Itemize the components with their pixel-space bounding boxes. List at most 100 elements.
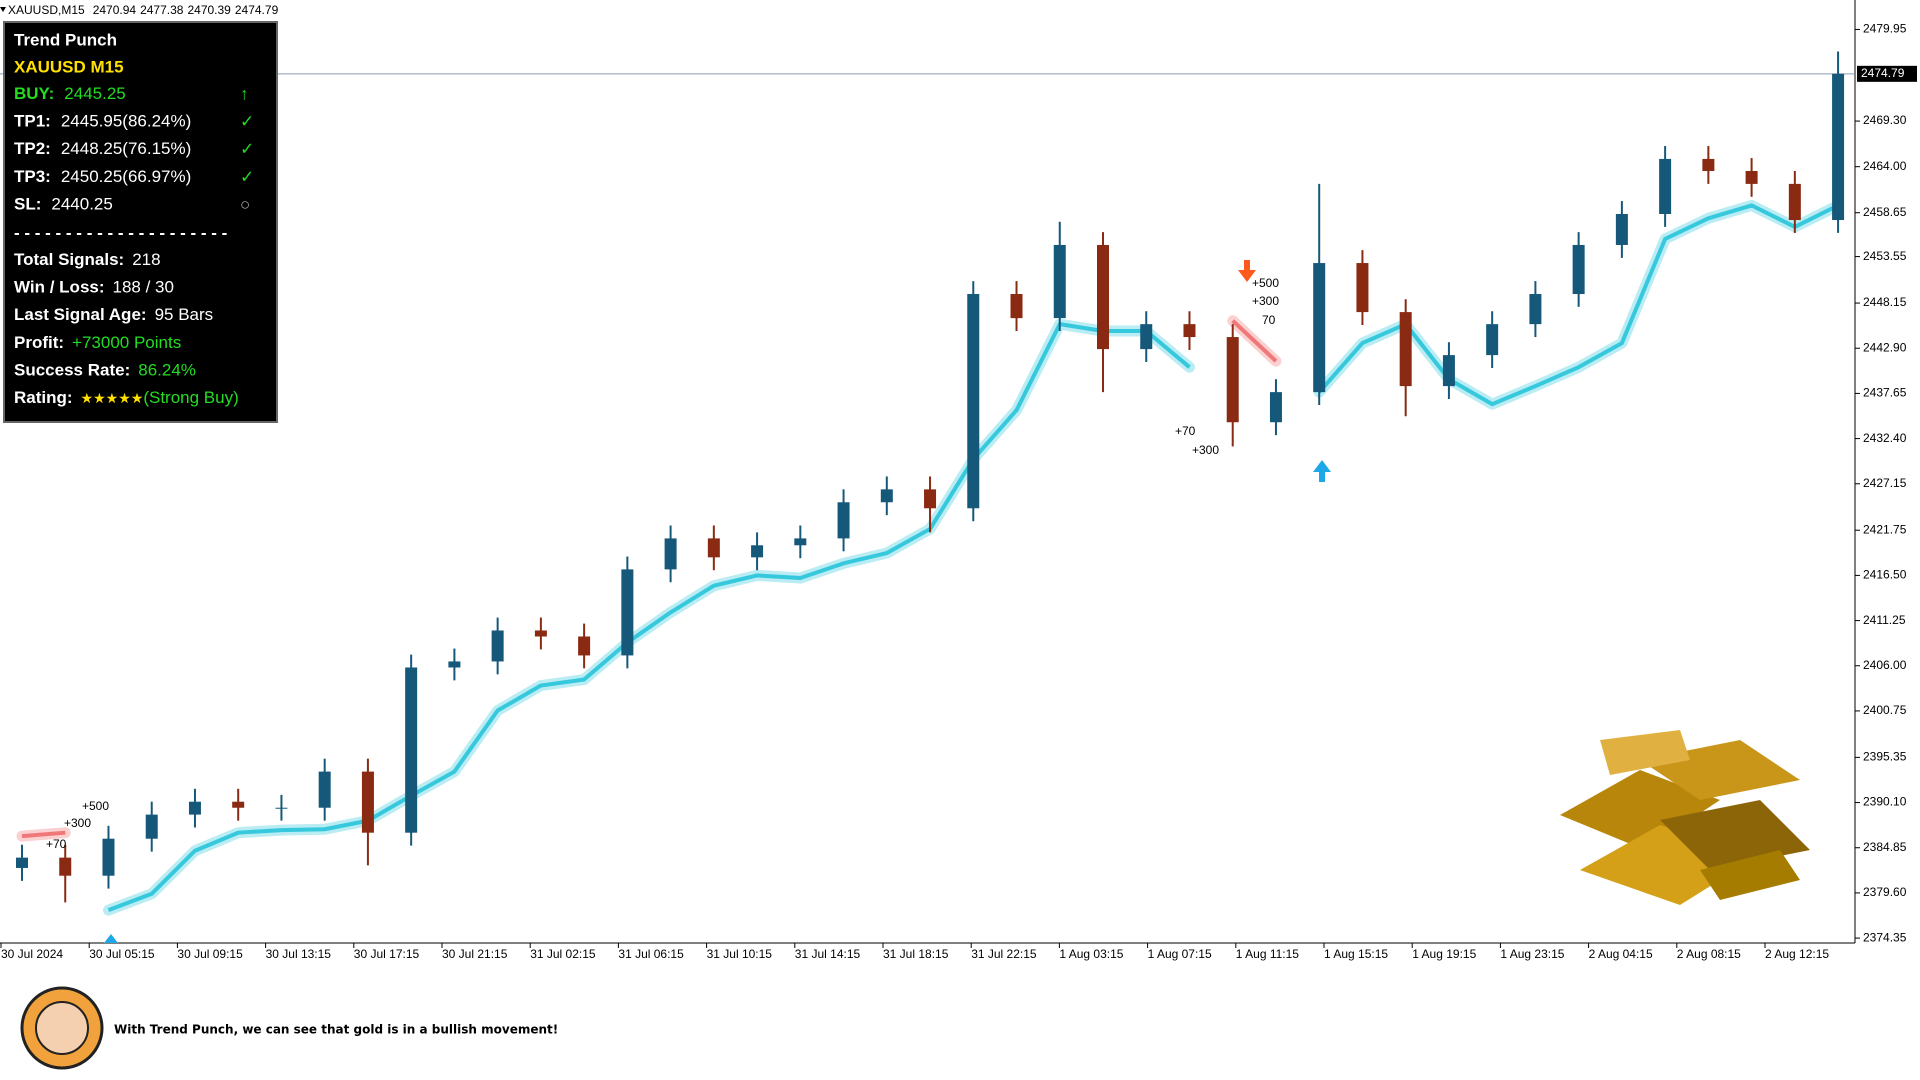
row-icon: ✓ xyxy=(240,112,254,131)
y-tick-label: 2442.90 xyxy=(1863,340,1907,354)
signal-label: +500 xyxy=(82,799,109,813)
row-label: BUY: xyxy=(14,84,54,103)
candle-body xyxy=(1140,324,1153,350)
candle-body xyxy=(664,538,677,570)
y-tick-label: 2400.75 xyxy=(1863,703,1907,717)
row-label: TP1: xyxy=(14,112,51,131)
candle-body xyxy=(275,807,288,809)
x-tick-label: 31 Jul 18:15 xyxy=(883,947,949,961)
candle-body xyxy=(1399,312,1412,387)
row-value: 2448.25(76.15%) xyxy=(61,140,191,159)
candle-body xyxy=(188,801,201,815)
stat-row: Success Rate: 86.24% xyxy=(14,361,196,380)
x-tick-label: 2 Aug 08:15 xyxy=(1677,947,1741,961)
x-tick-label: 2 Aug 12:15 xyxy=(1765,947,1829,961)
candle-body xyxy=(1269,392,1282,423)
x-tick-label: 31 Jul 22:15 xyxy=(971,947,1037,961)
candle-body xyxy=(145,814,158,839)
trend-line xyxy=(21,319,1278,839)
row-label: TP2: xyxy=(14,140,51,159)
ohlc: 2470.94 xyxy=(93,3,137,17)
candle-body xyxy=(1010,294,1023,319)
candle-body xyxy=(1788,183,1801,221)
signal-row: BUY: 2445.25 xyxy=(14,84,126,103)
candle-body xyxy=(534,630,547,637)
y-tick-label: 2374.35 xyxy=(1863,930,1907,944)
candle-body xyxy=(16,857,28,868)
x-tick-label: 30 Jul 17:15 xyxy=(354,947,420,961)
stat-row: Total Signals: 218 xyxy=(14,250,161,269)
signal-label: +300 xyxy=(1192,443,1219,457)
info-panel: Trend Punch XAUUSD M15 - - - - - - - - -… xyxy=(3,21,278,423)
row-value: 2450.25(66.97%) xyxy=(61,167,191,186)
separator: - - - - - - - - - - - - - - - - - - - - … xyxy=(14,223,227,242)
candle-body xyxy=(1486,324,1499,356)
stat-value: 95 Bars xyxy=(155,306,214,325)
candle-body xyxy=(1702,158,1715,171)
stat-label: Total Signals: xyxy=(14,250,124,269)
candle-body xyxy=(1745,170,1758,184)
candle-body xyxy=(707,538,720,558)
y-tick-label: 2384.85 xyxy=(1863,840,1907,854)
row-label: TP3: xyxy=(14,167,51,186)
last-price-label: 2474.79 xyxy=(1861,66,1905,80)
candle-body xyxy=(318,771,331,808)
candle-body xyxy=(1226,337,1239,423)
candle-body xyxy=(491,630,504,662)
x-tick-label: 30 Jul 21:15 xyxy=(442,947,508,961)
row-value: 2445.25 xyxy=(64,84,125,103)
ohlc: 2477.38 xyxy=(140,3,184,17)
x-tick-label: 1 Aug 11:15 xyxy=(1236,947,1299,961)
candle-body xyxy=(880,489,893,503)
signal-label: +500 xyxy=(1252,276,1279,290)
candle-body xyxy=(59,857,72,876)
y-tick-label: 2458.65 xyxy=(1863,205,1907,219)
x-tick-label: 31 Jul 14:15 xyxy=(795,947,861,961)
candle-body xyxy=(1183,324,1196,338)
fist-icon xyxy=(20,986,104,1070)
x-tick-label: 2 Aug 04:15 xyxy=(1589,947,1653,961)
stat-label: Success Rate: xyxy=(14,361,130,380)
x-tick-label: 31 Jul 06:15 xyxy=(618,947,684,961)
row-value: 2440.25 xyxy=(51,195,112,214)
y-tick-label: 2395.35 xyxy=(1863,750,1907,764)
x-tick-label: 1 Aug 07:15 xyxy=(1148,947,1212,961)
row-icon: ↑ xyxy=(240,84,249,103)
candle-body xyxy=(1442,355,1455,387)
last-price-box xyxy=(1857,65,1917,82)
x-tick-label: 1 Aug 23:15 xyxy=(1500,947,1564,961)
signal-row: SL: 2440.25 xyxy=(14,195,113,214)
stat-value: ★★★★★ xyxy=(81,390,144,406)
ohlc: 2474.79 xyxy=(235,3,279,17)
stat-row: Rating: ★★★★★(Strong Buy) xyxy=(14,388,239,407)
candle-body xyxy=(751,545,764,558)
signal-label: 70 xyxy=(1262,313,1276,327)
candle-body xyxy=(837,502,850,539)
candle-body xyxy=(448,661,461,668)
signal-row: TP1: 2445.95(86.24%) xyxy=(14,112,191,131)
stat-row: Profit: +73000 Points xyxy=(14,333,181,352)
y-tick-label: 2416.50 xyxy=(1863,568,1907,582)
y-tick-label: 2453.55 xyxy=(1863,249,1907,263)
candle-body xyxy=(924,489,937,509)
stat-label: Last Signal Age: xyxy=(14,306,147,325)
stat-label: Profit: xyxy=(14,333,64,352)
candle-body xyxy=(1529,294,1542,325)
stat-note: (Strong Buy) xyxy=(143,388,238,407)
x-tick-label: 30 Jul 05:15 xyxy=(89,947,155,961)
y-tick-label: 2390.10 xyxy=(1863,795,1907,809)
stat-row: Win / Loss: 188 / 30 xyxy=(14,278,174,297)
candle-body xyxy=(361,771,374,833)
sell-arrow xyxy=(1238,260,1256,282)
candle-body xyxy=(1097,244,1109,350)
ohlc: 2470.39 xyxy=(187,3,231,17)
stat-row: Last Signal Age: 95 Bars xyxy=(14,306,213,325)
row-icon: ✓ xyxy=(240,167,254,186)
x-tick-label: 30 Jul 09:15 xyxy=(177,947,243,961)
y-tick-label: 2421.75 xyxy=(1863,522,1907,536)
y-tick-label: 2379.60 xyxy=(1863,885,1907,899)
header-arrow xyxy=(0,7,6,12)
stat-label: Rating: xyxy=(14,388,73,407)
row-value: 2445.95(86.24%) xyxy=(61,112,191,131)
